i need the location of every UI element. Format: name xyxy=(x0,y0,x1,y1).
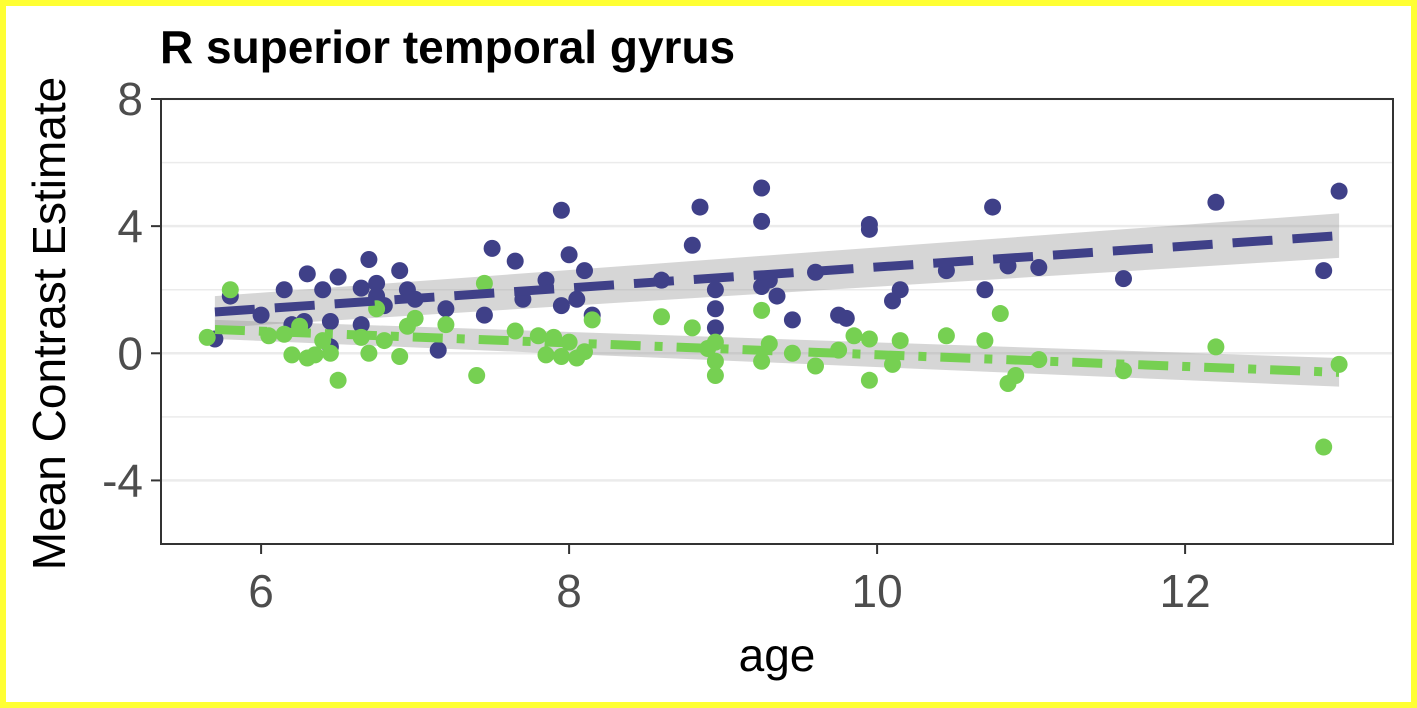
data-point xyxy=(437,300,455,318)
data-point xyxy=(860,330,878,348)
y-tick-label: -4 xyxy=(102,454,143,506)
data-point xyxy=(352,279,370,297)
y-axis-label: Mean Contrast Estimate xyxy=(23,77,75,570)
data-point xyxy=(552,297,570,315)
data-point xyxy=(860,371,878,389)
x-tick-label: 6 xyxy=(248,565,274,617)
data-point xyxy=(706,300,724,318)
data-point xyxy=(1007,367,1025,385)
data-point xyxy=(1315,262,1333,280)
data-point xyxy=(560,246,578,264)
data-point xyxy=(306,346,324,364)
data-point xyxy=(753,352,771,370)
data-point xyxy=(937,327,955,345)
data-point xyxy=(221,281,239,299)
data-point xyxy=(706,352,724,370)
data-point xyxy=(1030,258,1048,276)
data-point xyxy=(583,311,601,329)
data-point xyxy=(706,333,724,351)
data-point xyxy=(406,309,424,327)
x-tick-label: 8 xyxy=(556,565,582,617)
data-point xyxy=(437,316,455,334)
data-point xyxy=(783,311,801,329)
data-point xyxy=(1207,193,1225,211)
data-point xyxy=(691,198,709,216)
data-point xyxy=(537,346,555,364)
data-point xyxy=(468,367,486,385)
data-point xyxy=(329,371,347,389)
x-tick-label: 10 xyxy=(852,565,903,617)
axes: -4 0 4 8 6 8 10 12 xyxy=(102,73,1211,617)
data-point xyxy=(991,305,1009,323)
chart-title: R superior temporal gyrus xyxy=(160,21,735,73)
data-point xyxy=(360,251,378,269)
data-point xyxy=(891,281,909,299)
data-point xyxy=(375,332,393,350)
data-point xyxy=(1207,338,1225,356)
plot-panel-border xyxy=(160,98,1394,545)
data-point xyxy=(552,201,570,219)
data-point xyxy=(568,290,586,308)
data-point xyxy=(537,271,555,289)
data-point xyxy=(653,308,670,326)
data-point xyxy=(683,319,701,337)
data-point xyxy=(884,355,901,373)
data-point xyxy=(976,281,994,299)
data-point xyxy=(314,281,332,299)
data-point xyxy=(753,301,771,319)
data-point xyxy=(753,179,771,197)
data-point xyxy=(391,347,409,365)
data-point xyxy=(706,281,724,299)
data-point xyxy=(360,344,378,362)
x-axis-label: age xyxy=(739,629,816,681)
data-point xyxy=(252,306,270,324)
data-point xyxy=(706,367,724,385)
y-tick-label: 4 xyxy=(117,200,143,252)
data-point xyxy=(807,357,824,375)
data-points xyxy=(198,179,1348,456)
data-point xyxy=(529,327,547,345)
data-point xyxy=(753,212,771,230)
fit-line xyxy=(214,324,1340,377)
data-point xyxy=(275,281,293,299)
data-point xyxy=(1315,438,1333,456)
data-point xyxy=(891,332,909,350)
data-point xyxy=(368,274,386,292)
data-point xyxy=(321,344,339,362)
data-point xyxy=(837,309,855,327)
data-point xyxy=(475,274,493,292)
y-tick-label: 0 xyxy=(117,327,143,379)
data-point xyxy=(483,239,501,257)
data-point xyxy=(283,346,301,364)
data-point xyxy=(298,265,316,283)
data-point xyxy=(321,313,339,330)
data-point xyxy=(1115,270,1132,288)
data-point xyxy=(845,327,863,345)
data-point xyxy=(576,262,593,280)
data-point xyxy=(860,220,878,238)
x-tick-label: 12 xyxy=(1160,565,1211,617)
y-tick-label: 8 xyxy=(117,73,143,125)
data-point xyxy=(552,347,570,365)
data-point xyxy=(976,332,994,350)
grid-lines xyxy=(161,97,1393,545)
fit-lines xyxy=(214,231,1340,377)
data-point xyxy=(506,252,524,270)
data-point xyxy=(506,322,524,340)
data-point xyxy=(329,268,347,286)
data-point xyxy=(198,328,216,346)
data-point xyxy=(475,306,493,324)
fit-line xyxy=(214,231,1340,317)
data-point xyxy=(391,262,409,280)
data-point xyxy=(352,316,370,334)
data-point xyxy=(683,236,701,254)
data-point xyxy=(984,198,1002,216)
data-point xyxy=(429,341,447,359)
data-point xyxy=(768,287,786,305)
data-point xyxy=(706,319,724,337)
data-point xyxy=(1330,182,1348,200)
data-point xyxy=(1330,355,1348,373)
